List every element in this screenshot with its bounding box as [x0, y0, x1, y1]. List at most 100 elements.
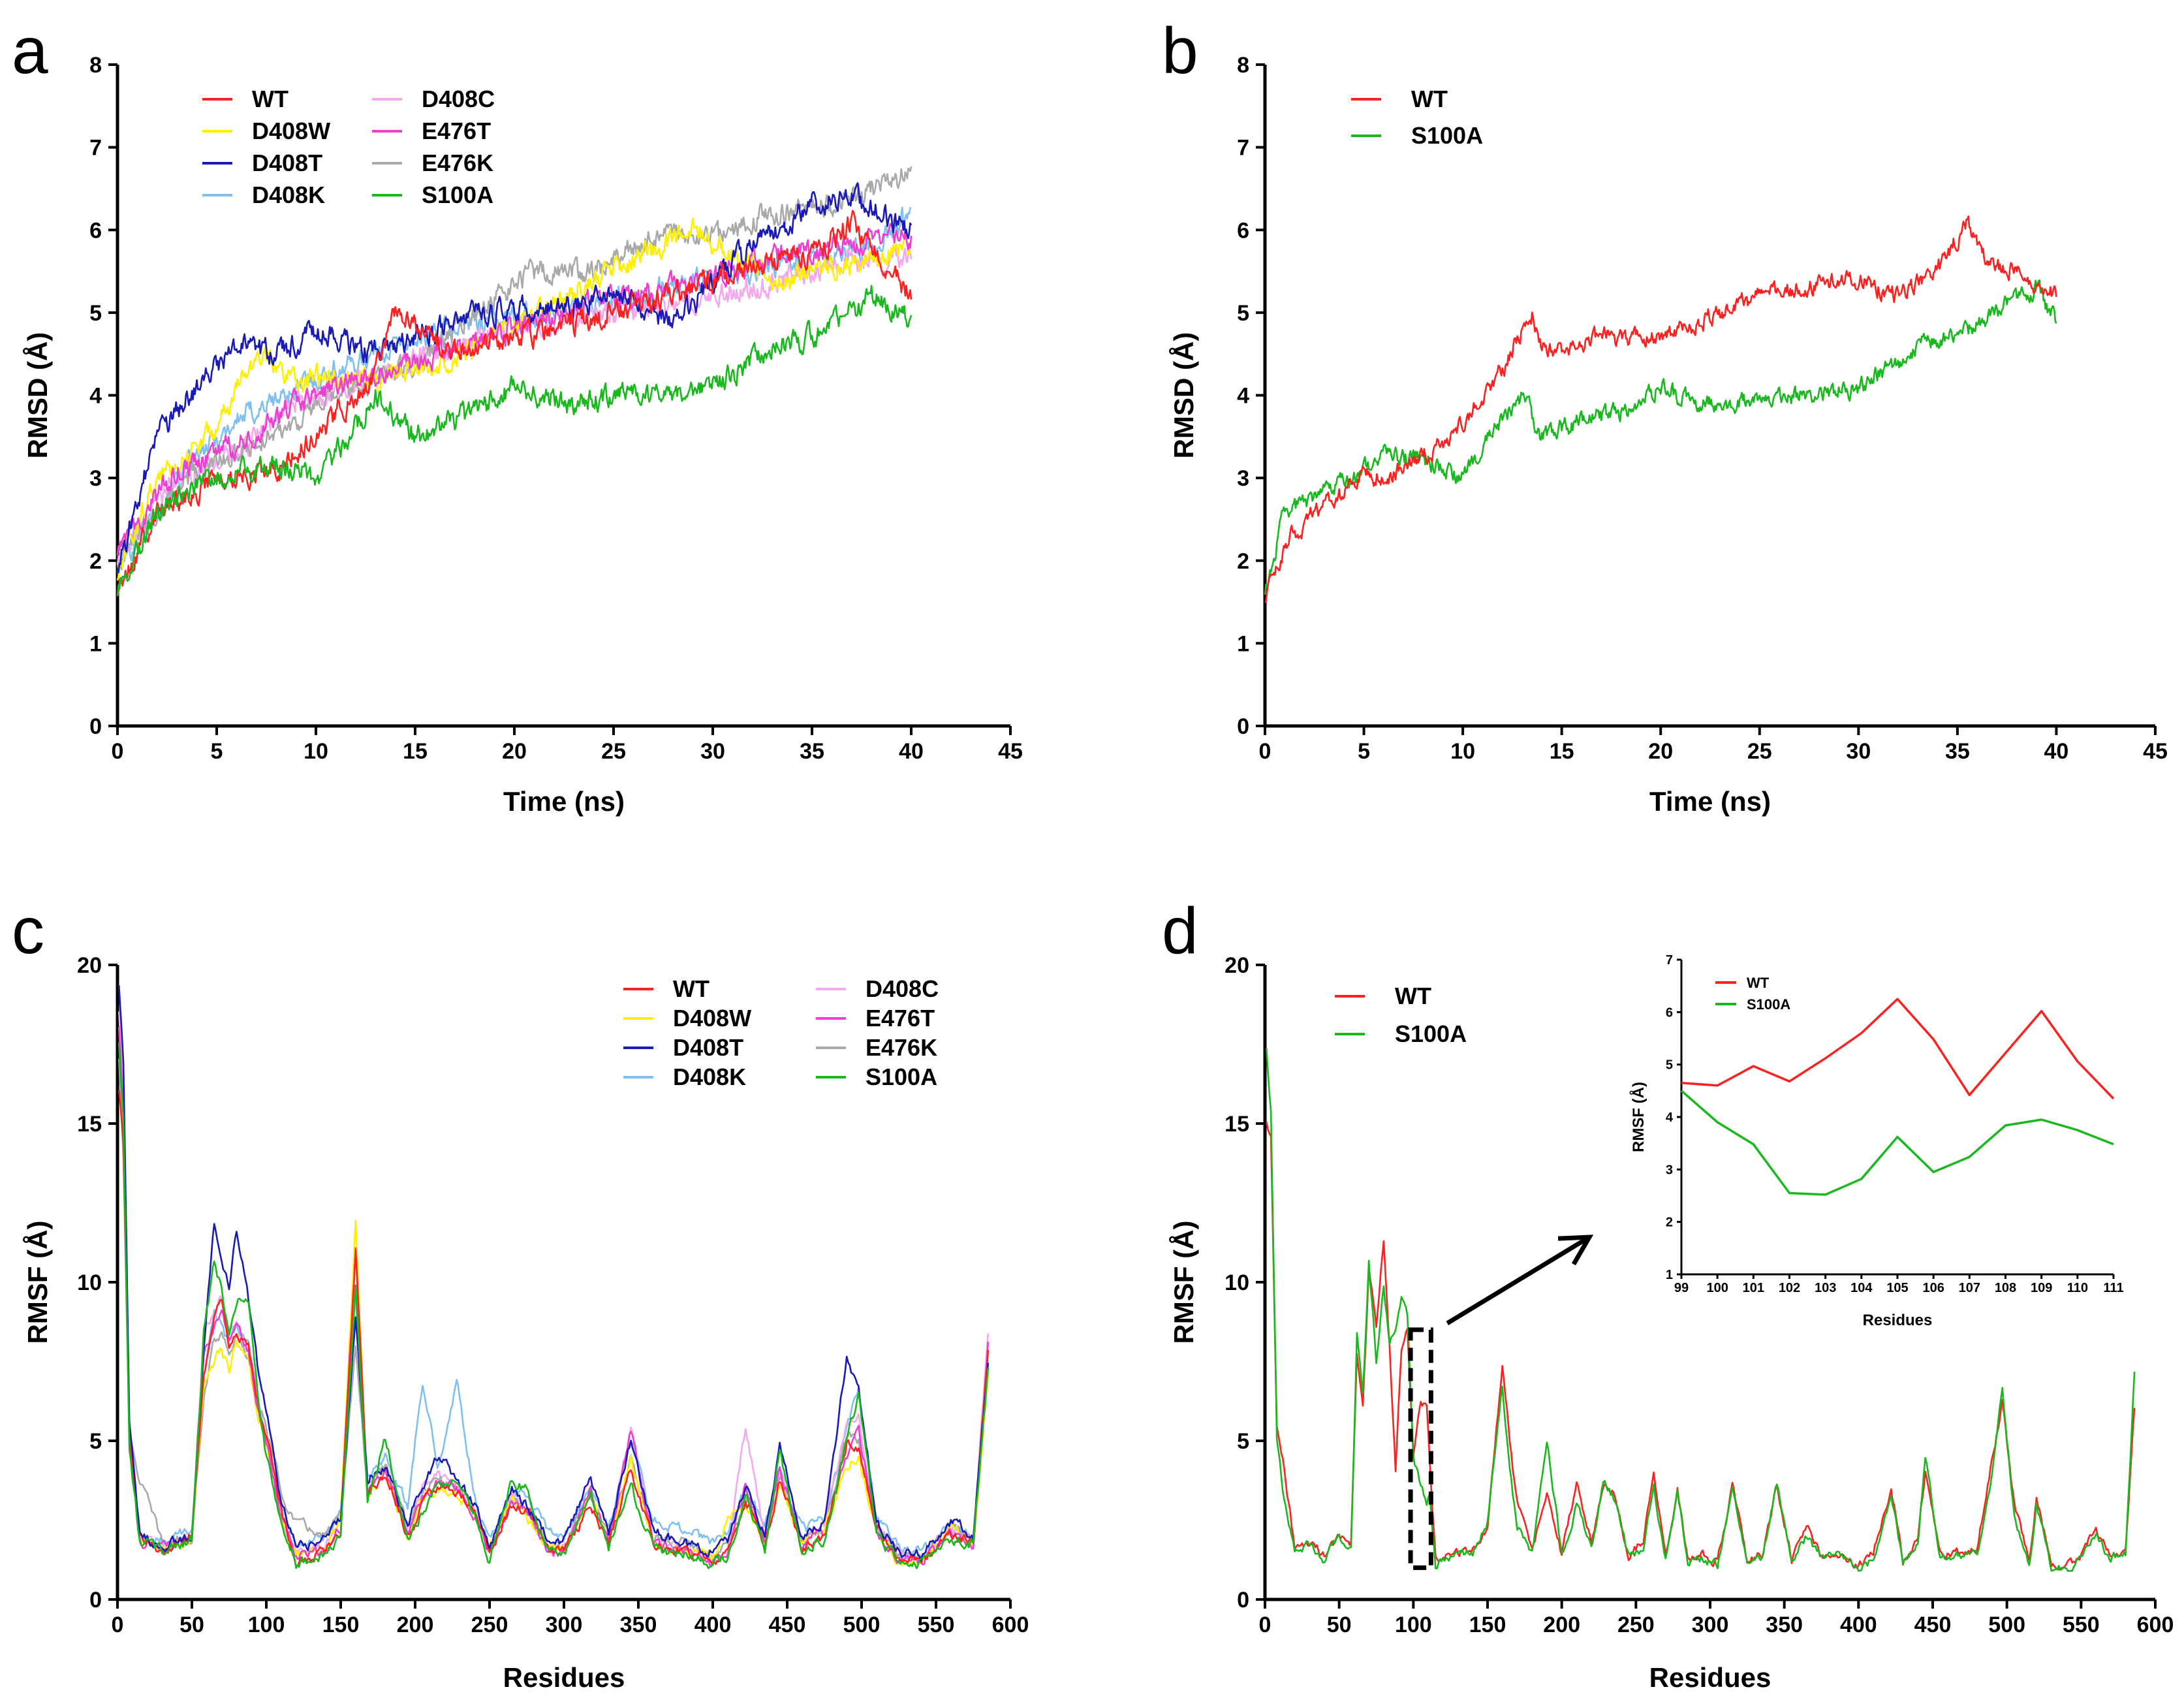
- panel-a-x-tick-label: 30: [700, 739, 725, 764]
- panel-d-inset-x-tick-label: 108: [1995, 1281, 2016, 1295]
- panel-d-x-tick-label: 400: [1840, 1613, 1877, 1637]
- panel-d-inset-x-tick-label: 111: [2103, 1281, 2123, 1295]
- panel-b-y-tick-label: 0: [1237, 714, 1249, 739]
- panel-b-y-tick-label: 7: [1237, 136, 1249, 161]
- panel-d-legend-label-s100a: S100A: [1395, 1020, 1467, 1047]
- panel-a-series-e476k: [116, 166, 913, 571]
- panel-c-rmsf-chart: 0 50 100 150 200 250 300 350 400 450 500 550 600 0 5 10…: [22, 953, 1029, 1693]
- panel-c-series-d408t: [118, 985, 990, 1562]
- panel-a-legend-label-e476t: E476T: [422, 118, 491, 144]
- panel-b-x-tick-label: 35: [1945, 739, 1970, 764]
- panel-d-inset-y-tick-label: 1: [1666, 1268, 1673, 1282]
- panel-c-y-tick-label: 5: [89, 1429, 102, 1454]
- panel-d-inset-x-tick-label: 109: [2031, 1281, 2052, 1295]
- panel-b-x-axis-label: Time (ns): [1649, 786, 1771, 817]
- panel-letters: a b c d: [12, 14, 1198, 968]
- panel-c-y-tick-label: 10: [77, 1270, 102, 1295]
- panel-c-x-tick-label: 300: [546, 1613, 583, 1637]
- panel-letter-a: a: [12, 14, 48, 87]
- panel-c-series-d408w: [118, 1027, 990, 1567]
- panel-d-inset-x-tick-label: 100: [1706, 1281, 1728, 1295]
- panel-c-x-tick-label: 500: [843, 1613, 881, 1637]
- panel-letter-b: b: [1162, 14, 1198, 87]
- panel-a-series-d408k: [116, 206, 912, 574]
- panel-a-x-tick-label: 25: [601, 739, 626, 764]
- zoom-region-box: [1408, 1327, 1433, 1570]
- panel-d-y-tick-label: 5: [1237, 1429, 1249, 1454]
- panel-d-inset-x-tick-label: 103: [1815, 1281, 1836, 1295]
- panel-c-legend-label-e476t: E476T: [866, 1005, 935, 1031]
- panel-c-legend-label-d408k: D408K: [673, 1063, 746, 1090]
- panel-b-x-tick-label: 30: [1846, 739, 1871, 764]
- panel-a-x-tick-label: 20: [502, 739, 527, 764]
- panel-letter-d: d: [1162, 894, 1198, 968]
- panel-a-series-d408t: [117, 182, 913, 574]
- panel-a-legend-label-s100a: S100A: [422, 181, 493, 208]
- panel-c-legend-label-s100a: S100A: [866, 1063, 937, 1090]
- panel-c-series-d408c: [118, 1011, 990, 1566]
- panel-a-x-tick-label: 15: [403, 739, 428, 764]
- panel-d-inset-legend-label-s100a: S100A: [1747, 996, 1790, 1013]
- panel-a-series-wt: [116, 210, 913, 597]
- panel-c-series-s100a: [118, 1042, 990, 1569]
- panel-d-x-tick-label: 250: [1617, 1613, 1655, 1637]
- panel-d-zoom-annotations: [1408, 1235, 1594, 1570]
- panel-c-x-tick-label: 450: [769, 1613, 806, 1637]
- panel-c-x-axis-label: Residues: [503, 1662, 625, 1693]
- panel-c-legend-label-d408t: D408T: [673, 1034, 743, 1061]
- panel-d-x-tick-label: 50: [1327, 1613, 1352, 1637]
- panel-d-x-tick-label: 150: [1469, 1613, 1506, 1637]
- panel-a-x-tick-label: 45: [998, 739, 1023, 764]
- panel-c-y-axis-label: RMSF (Å): [22, 1221, 53, 1344]
- panel-b-series-wt: [1264, 215, 2057, 603]
- panel-a-legend-label-d408t: D408T: [252, 150, 322, 176]
- panel-c-x-tick-label: 350: [620, 1613, 657, 1637]
- panel-b-y-axis-label: RMSD (Å): [1168, 332, 1199, 459]
- panel-d-x-tick-label: 300: [1692, 1613, 1729, 1637]
- panel-c-x-tick-label: 100: [248, 1613, 285, 1637]
- panel-d-x-axis-label: Residues: [1649, 1662, 1771, 1693]
- panel-a-legend-label-wt: WT: [252, 86, 289, 112]
- panel-b-x-tick-label: 40: [2044, 739, 2069, 764]
- panel-a-x-tick-label: 10: [304, 739, 328, 764]
- panel-b-axes: [1263, 65, 2155, 728]
- panel-c-legend-label-d408w: D408W: [673, 1005, 751, 1031]
- panel-b-x-tick-label: 45: [2143, 739, 2168, 764]
- panel-d-legend-label-wt: WT: [1395, 983, 1431, 1009]
- panel-a-x-tick-label: 40: [899, 739, 924, 764]
- panel-c-series-e476k: [118, 1058, 990, 1564]
- panel-b-x-tick-label: 20: [1648, 739, 1673, 764]
- panel-a-legend-label-d408k: D408K: [252, 181, 325, 208]
- panel-d-inset-y-tick-label: 6: [1666, 1005, 1673, 1020]
- panel-d-inset-x-tick-label: 101: [1743, 1281, 1764, 1295]
- panel-a-legend-label-d408c: D408C: [422, 86, 495, 112]
- panel-d-inset-x-tick-label: 107: [1959, 1281, 1980, 1295]
- panel-a-series-d408w: [116, 217, 912, 581]
- panel-c-series-e476t: [118, 1026, 990, 1567]
- panel-d-x-tick-label: 350: [1766, 1613, 1803, 1637]
- panel-d-y-tick-label: 0: [1237, 1588, 1249, 1613]
- panel-c-series-wt: [118, 1090, 990, 1567]
- panel-b-x-tick-label: 25: [1747, 739, 1772, 764]
- panel-d-inset-series-s100a: [1680, 1090, 2114, 1196]
- panel-b-y-tick-label: 5: [1237, 301, 1249, 326]
- panel-d-inset-x-tick-label: 106: [1922, 1281, 1944, 1295]
- panel-c-x-tick-label: 150: [322, 1613, 360, 1637]
- panel-d-inset-x-tick-label: 102: [1779, 1281, 1800, 1295]
- panel-c-y-tick-label: 20: [77, 953, 102, 978]
- panel-d-rmsf-chart: 0 50 100 150 200 250 300 350 400 450 500 550 600 0 5 10…: [1168, 953, 2174, 1693]
- panel-b-y-tick-label: 3: [1237, 466, 1249, 491]
- panel-a-y-tick-label: 8: [89, 53, 102, 78]
- panel-a-x-axis-label: Time (ns): [503, 786, 625, 817]
- panel-c-y-tick-label: 0: [89, 1588, 102, 1613]
- panel-a-x-tick-label: 0: [112, 739, 124, 764]
- panel-a-y-tick-label: 7: [89, 136, 102, 161]
- panel-d-inset-y-tick-label: 4: [1666, 1110, 1674, 1125]
- panel-d-inset-y-tick-label: 7: [1666, 953, 1673, 968]
- panel-d-inset-x-axis-label: Residues: [1863, 1312, 1933, 1329]
- panel-c-x-tick-label: 200: [397, 1613, 434, 1637]
- panel-a-series-s100a: [116, 285, 913, 597]
- panel-a-x-tick-label: 5: [211, 739, 223, 764]
- panel-a-legend-label-d408w: D408W: [252, 118, 330, 144]
